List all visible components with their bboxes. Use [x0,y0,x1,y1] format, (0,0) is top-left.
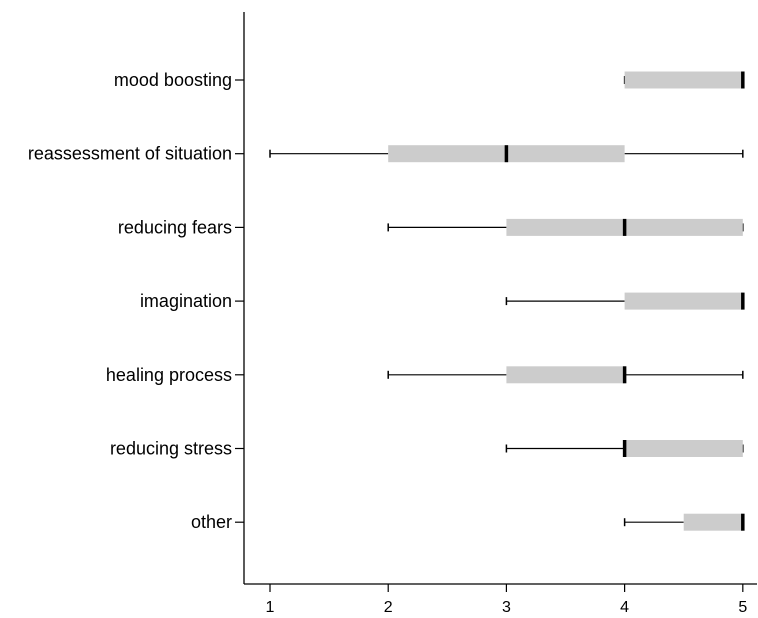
iqr-box-0 [624,71,743,89]
box-6 [235,513,745,531]
box-5 [235,440,744,457]
category-label-2: reducing fears [118,217,232,237]
box-2 [235,218,744,236]
x-ticks: 1 2 3 4 5 [266,584,747,616]
iqr-box-5 [624,440,743,457]
category-label-4: healing process [106,365,232,385]
category-label-3: imagination [140,291,232,311]
category-label-1: reassessment of situation [28,144,232,164]
box-0 [235,71,745,89]
box-4 [235,366,744,384]
iqr-box-6 [683,513,743,531]
box-1 [235,145,744,163]
category-label-6: other [191,512,232,532]
category-label-0: mood boosting [114,70,232,90]
x-tick-label-3: 4 [620,599,629,616]
iqr-box-4 [506,366,625,384]
category-label-5: reducing stress [110,439,232,459]
boxes [235,71,745,531]
x-tick-label-0: 1 [266,599,275,616]
category-labels: mood boosting reassessment of situation re… [28,70,232,532]
iqr-box-3 [624,292,743,310]
box-3 [235,292,745,310]
x-tick-label-2: 3 [502,599,511,616]
x-tick-label-4: 5 [738,599,747,616]
axes [243,12,757,585]
x-tick-label-1: 2 [384,599,393,616]
